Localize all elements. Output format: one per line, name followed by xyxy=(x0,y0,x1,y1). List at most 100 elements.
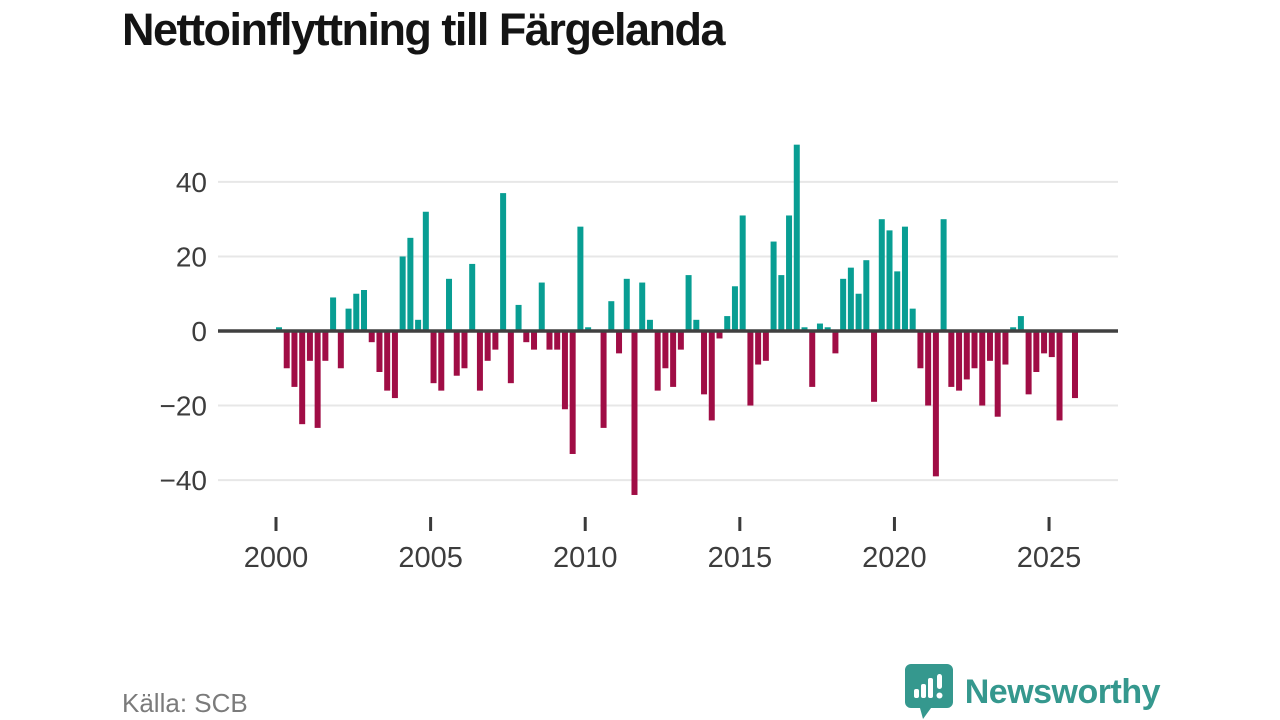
bar xyxy=(314,331,321,428)
bar xyxy=(546,331,553,350)
bar xyxy=(1033,331,1040,372)
bar xyxy=(1071,331,1078,399)
bar xyxy=(932,331,939,477)
bar xyxy=(793,144,800,331)
bar xyxy=(1010,327,1017,331)
bar xyxy=(515,304,522,331)
bar xyxy=(561,331,568,410)
bar xyxy=(956,331,963,391)
x-tick-label: 2025 xyxy=(1017,542,1082,574)
bar xyxy=(291,331,298,387)
bar-chart-speech-bubble-icon xyxy=(904,664,953,719)
bar xyxy=(430,331,437,384)
bar xyxy=(554,331,561,350)
bar xyxy=(871,331,878,402)
bar xyxy=(422,211,429,331)
bar xyxy=(616,331,623,354)
bar xyxy=(438,331,445,391)
y-tick-label: 20 xyxy=(176,241,207,272)
bar xyxy=(337,331,344,369)
bar xyxy=(600,331,607,428)
bar xyxy=(863,260,870,331)
bar xyxy=(701,331,708,395)
bar xyxy=(469,263,476,331)
bar xyxy=(755,331,762,365)
bar xyxy=(623,278,630,331)
bar xyxy=(276,327,282,331)
bar xyxy=(747,331,754,406)
y-tick-label: 0 xyxy=(191,316,207,347)
bar xyxy=(901,226,908,331)
bar xyxy=(453,331,460,376)
bar xyxy=(801,327,808,331)
bar xyxy=(824,327,831,331)
bar xyxy=(670,331,677,387)
bar xyxy=(878,219,885,331)
x-tick-label: 2005 xyxy=(398,542,463,574)
bar xyxy=(1056,331,1063,421)
bar xyxy=(531,331,538,350)
bar xyxy=(399,256,406,331)
bar xyxy=(677,331,684,350)
bar xyxy=(376,331,383,372)
bar xyxy=(322,331,329,361)
y-tick-label: −40 xyxy=(160,465,208,496)
bar xyxy=(739,215,746,331)
bar xyxy=(971,331,978,369)
bar xyxy=(538,282,545,331)
bar xyxy=(476,331,483,391)
bar xyxy=(384,331,391,391)
bar xyxy=(361,290,368,331)
source-note: Källa: SCB xyxy=(122,688,248,718)
bar xyxy=(368,331,375,343)
bar xyxy=(662,331,669,369)
bar xyxy=(840,278,847,331)
bar xyxy=(391,331,398,399)
bar xyxy=(693,319,700,331)
bar xyxy=(461,331,468,369)
bar xyxy=(446,278,453,331)
bar xyxy=(994,331,1001,417)
bar xyxy=(654,331,661,391)
bar xyxy=(816,323,823,331)
y-tick-label: −20 xyxy=(160,391,208,422)
newsworthy-logo-text: Newsworthy xyxy=(964,672,1161,711)
bar xyxy=(963,331,970,380)
bar xyxy=(631,331,638,495)
bar xyxy=(940,219,947,331)
y-tick-label: 40 xyxy=(176,167,207,198)
bar xyxy=(507,331,514,384)
newsworthy-logo: Newsworthy xyxy=(904,664,1161,720)
x-tick-label: 2000 xyxy=(244,542,309,574)
bar xyxy=(639,282,646,331)
bar xyxy=(1041,331,1048,354)
bar xyxy=(708,331,715,421)
bar xyxy=(948,331,955,387)
bar xyxy=(685,275,692,331)
bar xyxy=(979,331,986,406)
bar xyxy=(762,331,769,361)
bar xyxy=(917,331,924,369)
bar xyxy=(500,193,507,331)
bar xyxy=(646,319,653,331)
bar xyxy=(407,237,414,331)
bar xyxy=(299,331,306,425)
bar xyxy=(778,275,785,331)
bar xyxy=(330,297,337,331)
bar xyxy=(731,286,738,331)
bar xyxy=(986,331,993,361)
bar xyxy=(1048,331,1055,358)
bar xyxy=(724,316,731,331)
bar xyxy=(832,331,839,354)
x-tick-label: 2010 xyxy=(553,542,618,574)
bar xyxy=(484,331,491,361)
bar xyxy=(855,293,862,331)
bar xyxy=(353,293,360,331)
bar xyxy=(283,331,290,369)
bar xyxy=(786,215,793,331)
bar xyxy=(415,319,422,331)
bar xyxy=(925,331,932,406)
x-tick-label: 2015 xyxy=(708,542,773,574)
bar xyxy=(716,331,723,339)
bar xyxy=(770,241,777,331)
